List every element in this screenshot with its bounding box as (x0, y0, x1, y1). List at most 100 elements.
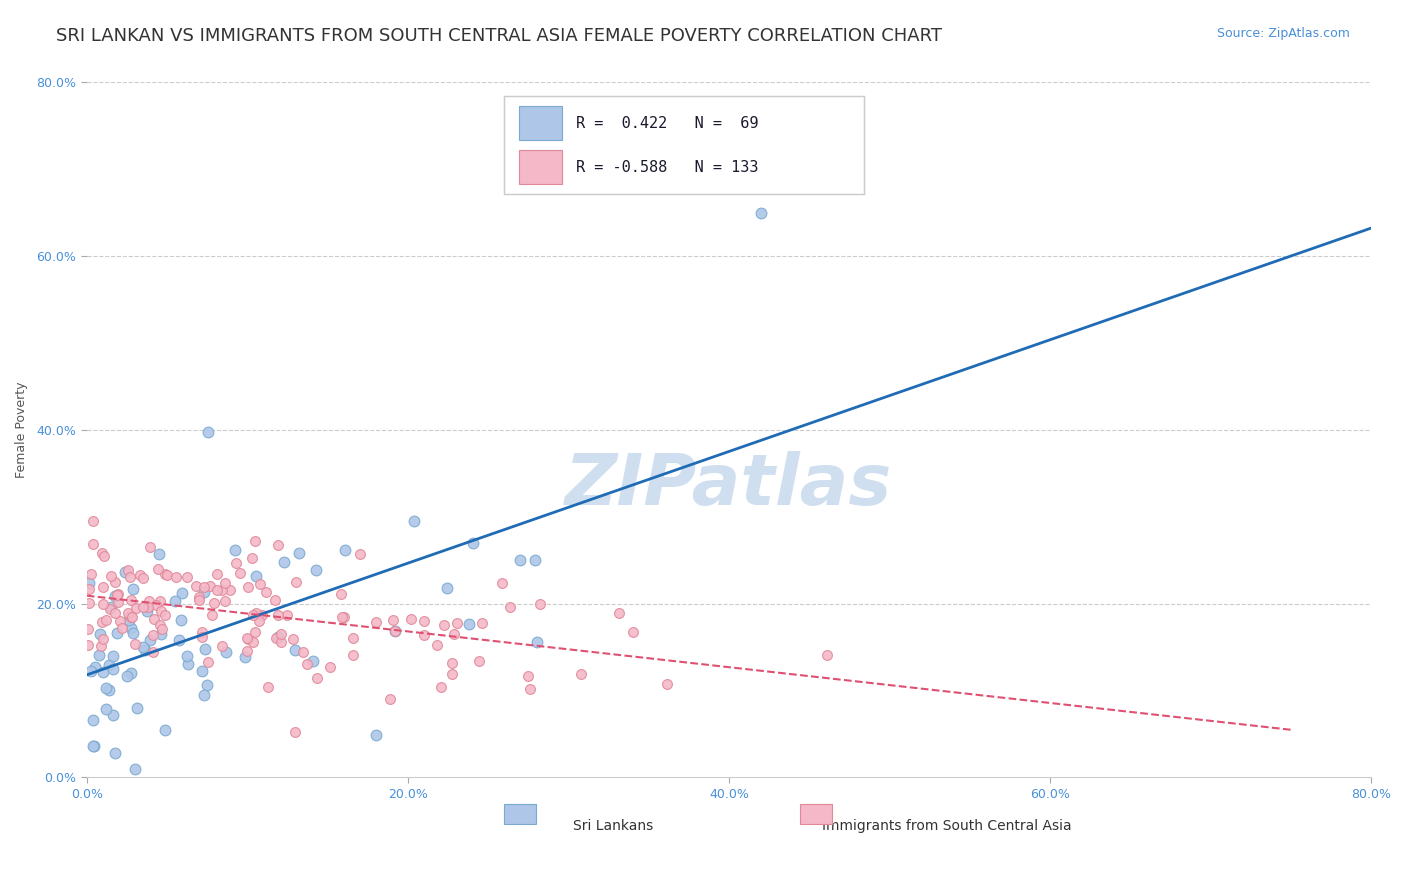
Point (205, 567, 228, 582)
Point (224, 542, 246, 557)
Point (240, 550, 263, 565)
Point (148, 562, 170, 576)
Point (284, 574, 307, 589)
Point (517, 669, 540, 683)
Point (97, 657, 120, 672)
Point (107, 595, 129, 609)
Point (267, 630, 290, 644)
Point (201, 608, 224, 623)
Point (122, 626, 145, 640)
Y-axis label: Female Poverty: Female Poverty (15, 382, 28, 478)
Point (443, 627, 465, 641)
Point (96, 681, 118, 695)
Point (384, 624, 406, 639)
Point (430, 681, 453, 695)
Point (120, 609, 142, 624)
Point (100, 602, 122, 616)
Point (332, 610, 354, 624)
Point (120, 666, 142, 681)
Point (250, 608, 273, 623)
Point (82, 739, 104, 753)
Point (491, 575, 513, 590)
Point (163, 594, 186, 608)
Point (90, 639, 112, 653)
Point (122, 582, 145, 597)
Point (170, 613, 193, 627)
Point (149, 618, 172, 632)
Point (166, 570, 188, 584)
Point (270, 634, 292, 648)
Point (236, 580, 259, 594)
Point (107, 587, 129, 601)
Point (120, 621, 142, 635)
Point (305, 671, 328, 685)
Point (172, 586, 194, 600)
Point (139, 541, 162, 555)
Point (177, 657, 200, 672)
Point (145, 598, 167, 612)
Point (607, 606, 630, 620)
Point (273, 555, 295, 569)
Point (107, 626, 129, 640)
Point (333, 542, 356, 557)
Point (80, 664, 103, 678)
Point (197, 425, 219, 440)
Point (124, 637, 146, 651)
Point (446, 616, 468, 631)
Point (245, 625, 267, 640)
Point (117, 606, 139, 620)
Point (233, 649, 256, 664)
Point (270, 627, 292, 641)
Point (214, 593, 236, 607)
Point (302, 654, 325, 668)
Point (364, 728, 387, 742)
Point (243, 533, 266, 548)
Point (264, 631, 287, 645)
Point (139, 632, 162, 647)
Point (91, 615, 114, 629)
Point (120, 610, 142, 624)
Point (380, 691, 402, 706)
Point (111, 621, 134, 635)
Point (471, 615, 494, 630)
Point (440, 666, 463, 681)
Point (242, 608, 264, 623)
Point (219, 582, 242, 597)
Point (457, 616, 479, 631)
Point (245, 568, 267, 582)
Point (569, 667, 592, 681)
Point (79, 576, 101, 591)
Point (150, 626, 173, 640)
Text: Source: ZipAtlas.com: Source: ZipAtlas.com (1216, 27, 1350, 40)
Point (142, 644, 165, 658)
Point (104, 746, 127, 760)
Point (526, 635, 548, 649)
Point (197, 655, 219, 669)
Point (104, 590, 127, 604)
Point (815, 648, 838, 663)
Point (153, 607, 176, 622)
Point (284, 642, 307, 657)
Point (117, 669, 139, 683)
Point (87, 648, 110, 662)
Point (114, 566, 136, 580)
Point (366, 615, 388, 629)
Point (319, 660, 342, 674)
Point (125, 601, 148, 615)
Point (156, 567, 179, 582)
Point (187, 591, 209, 605)
Point (267, 538, 290, 552)
Point (91, 632, 114, 646)
Point (264, 592, 287, 607)
Point (267, 607, 290, 622)
Point (404, 514, 426, 528)
Point (342, 648, 364, 662)
Text: Sri Lankans: Sri Lankans (574, 819, 654, 833)
Point (211, 583, 233, 598)
Point (136, 604, 159, 618)
Point (288, 546, 311, 560)
Point (342, 631, 364, 645)
Point (384, 624, 406, 638)
Point (295, 657, 318, 671)
Point (463, 536, 485, 550)
